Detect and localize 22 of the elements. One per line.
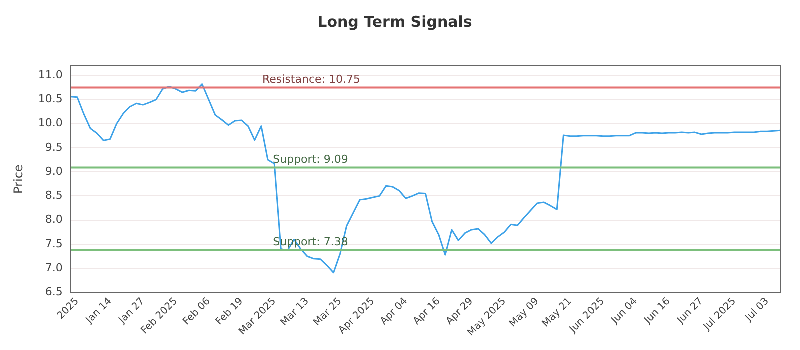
y-axis-title: Price xyxy=(11,164,26,194)
y-tick-label: 10.0 xyxy=(38,116,63,130)
x-tick-label: Jun 16 xyxy=(642,296,673,327)
y-tick-label: 7.0 xyxy=(45,261,63,274)
x-tick-label: Feb 06 xyxy=(181,296,213,328)
y-tick-label: 10.5 xyxy=(38,92,63,106)
y-tick-label: 9.0 xyxy=(45,164,63,178)
x-tick-label: Apr 16 xyxy=(412,296,443,328)
x-tick-label: Apr 04 xyxy=(378,296,410,328)
ref-line-label: Support: 9.09 xyxy=(273,153,348,166)
chart-title: Long Term Signals xyxy=(318,12,472,31)
y-tick-label: 11.0 xyxy=(38,68,63,82)
y-tick-label: 8.5 xyxy=(45,189,63,202)
ref-line-label: Resistance: 10.75 xyxy=(262,73,360,86)
y-tick-label: 9.5 xyxy=(45,140,63,154)
x-tick-label: Jan 14 xyxy=(84,296,114,327)
x-tick-label: Jul 03 xyxy=(743,296,772,324)
x-tick-label: Mar 13 xyxy=(279,296,312,328)
y-tick-label: 7.5 xyxy=(45,237,63,250)
x-tick-label: Jun 04 xyxy=(609,296,640,327)
y-tick-label: 8.0 xyxy=(45,213,63,226)
y-tick-label: 6.5 xyxy=(45,286,63,299)
